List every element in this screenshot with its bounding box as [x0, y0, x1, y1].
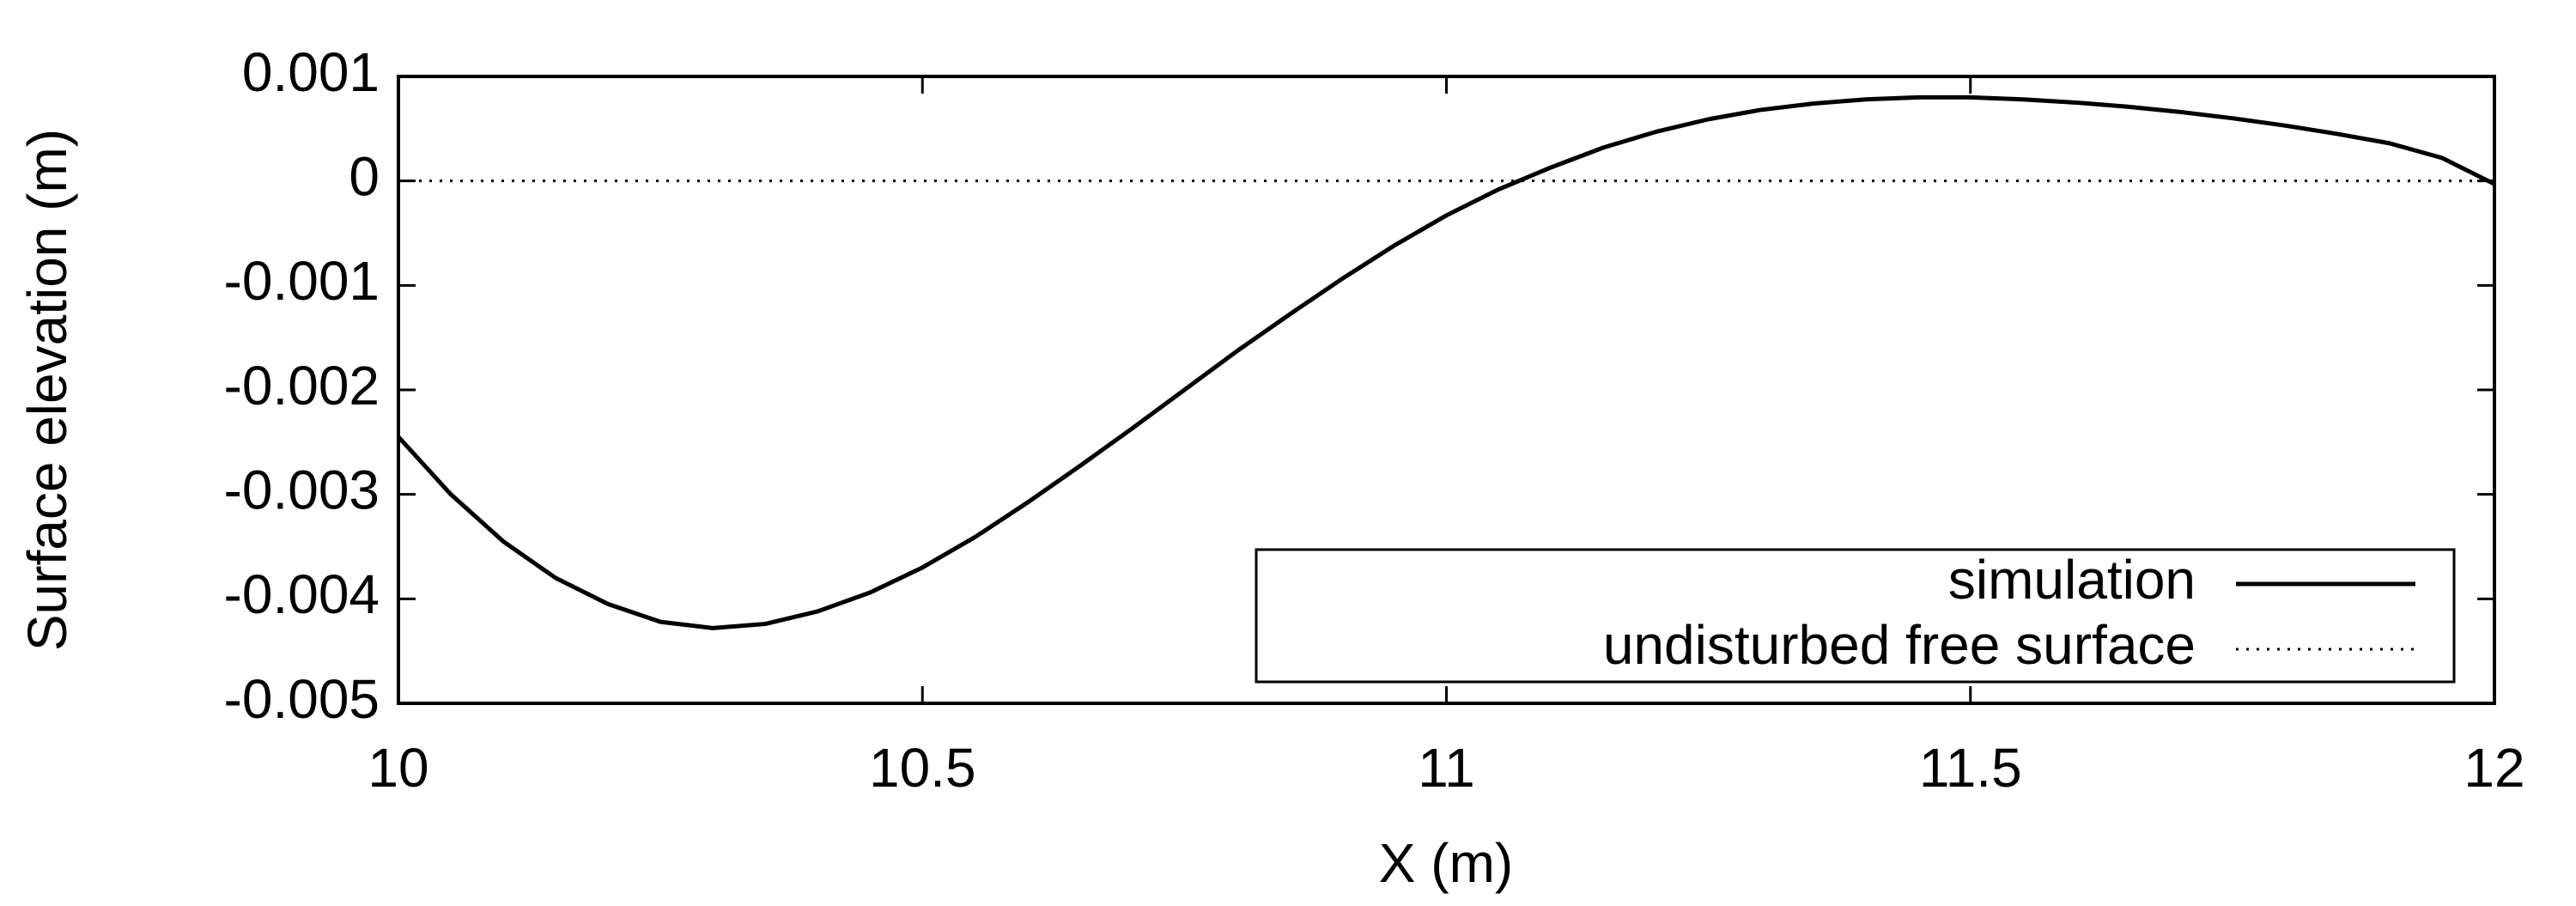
x-tick-label: 10 [368, 737, 428, 799]
y-tick-label: 0.001 [242, 41, 380, 103]
x-tick-label: 12 [2464, 737, 2524, 799]
y-tick-label: -0.001 [224, 250, 380, 312]
legend-box [1255, 548, 2456, 684]
x-tick-label: 11.5 [1919, 737, 2022, 799]
y-tick-label: -0.005 [224, 668, 380, 730]
x-tick-label: 10.5 [869, 737, 976, 799]
legend-label: simulation [1948, 549, 2196, 611]
x-tick-label: 11 [1418, 737, 1474, 799]
y-tick-label: -0.002 [224, 355, 380, 417]
x-axis-label: X (m) [1379, 832, 1513, 894]
y-tick-label: 0 [349, 146, 380, 208]
legend-label: undisturbed free surface [1603, 614, 2196, 676]
y-axis-label: Surface elevation (m) [16, 129, 78, 651]
y-tick-label: -0.003 [224, 459, 380, 521]
series-line [397, 94, 2496, 630]
plot-frame [397, 75, 2496, 705]
y-tick-label: -0.004 [224, 563, 380, 625]
